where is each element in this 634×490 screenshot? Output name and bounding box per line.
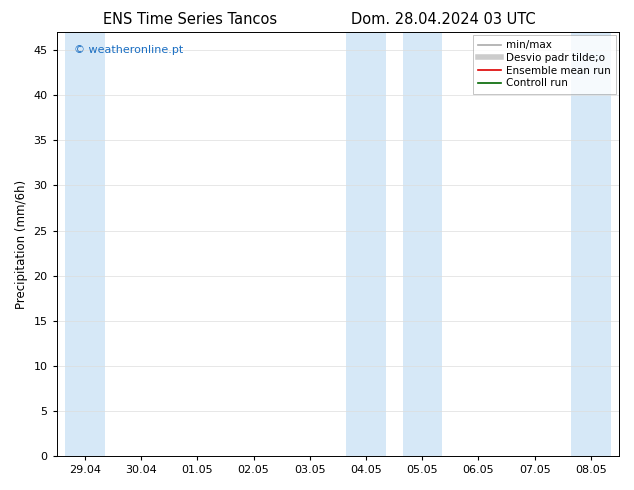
Text: ENS Time Series Tancos: ENS Time Series Tancos	[103, 12, 277, 27]
Bar	[65, 32, 105, 456]
Text: © weatheronline.pt: © weatheronline.pt	[74, 45, 183, 55]
Legend: min/max, Desvio padr tilde;o, Ensemble mean run, Controll run: min/max, Desvio padr tilde;o, Ensemble m…	[472, 35, 616, 94]
Bar	[571, 32, 611, 456]
Text: Dom. 28.04.2024 03 UTC: Dom. 28.04.2024 03 UTC	[351, 12, 536, 27]
Bar	[346, 32, 385, 456]
Y-axis label: Precipitation (mm/6h): Precipitation (mm/6h)	[15, 179, 28, 309]
Bar	[403, 32, 442, 456]
